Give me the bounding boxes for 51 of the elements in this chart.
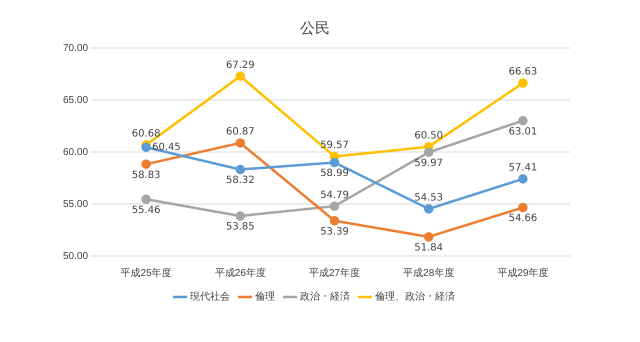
y-tick-label: 55.00 bbox=[62, 198, 88, 210]
y-tick-label: 65.00 bbox=[62, 94, 88, 106]
point bbox=[330, 158, 340, 168]
data-label: 54.53 bbox=[414, 192, 444, 204]
point bbox=[518, 174, 528, 184]
legend-label: 倫理 bbox=[255, 290, 275, 303]
data-label: 54.66 bbox=[508, 213, 538, 224]
data-label: 55.46 bbox=[132, 204, 160, 216]
data-label: 58.32 bbox=[226, 175, 255, 186]
data-label: 60.45 bbox=[152, 142, 181, 153]
point bbox=[236, 71, 246, 81]
point bbox=[518, 202, 528, 212]
data-label: 59.97 bbox=[414, 158, 444, 169]
point bbox=[330, 216, 340, 226]
x-tick-label: 平成27年度 bbox=[308, 266, 360, 279]
point bbox=[236, 138, 246, 148]
point bbox=[236, 164, 246, 174]
point bbox=[141, 159, 151, 169]
legend-label: 現代社会 bbox=[190, 290, 230, 303]
chart-title: 公民 bbox=[300, 18, 330, 37]
data-label: 58.99 bbox=[320, 168, 349, 180]
point bbox=[141, 142, 151, 152]
point bbox=[424, 148, 434, 158]
data-label: 60.68 bbox=[132, 128, 160, 140]
legend-label: 政治・経済 bbox=[300, 290, 350, 303]
point bbox=[330, 201, 340, 211]
data-label: 60.50 bbox=[414, 130, 444, 142]
data-label: 53.85 bbox=[226, 222, 255, 233]
x-tick-label: 平成28年度 bbox=[403, 266, 454, 279]
point bbox=[141, 194, 151, 204]
point bbox=[236, 211, 246, 221]
x-tick-label: 平成25年度 bbox=[120, 266, 172, 279]
data-label: 67.29 bbox=[226, 60, 255, 71]
point bbox=[518, 78, 528, 88]
point bbox=[424, 204, 434, 214]
data-label: 54.79 bbox=[320, 190, 349, 201]
x-tick-label: 平成29年度 bbox=[497, 266, 548, 279]
y-tick-label: 50.00 bbox=[62, 250, 88, 262]
data-label: 60.87 bbox=[226, 126, 255, 138]
data-label: 51.84 bbox=[414, 242, 444, 254]
data-label: 58.83 bbox=[132, 170, 160, 181]
point bbox=[424, 232, 434, 242]
data-label: 57.41 bbox=[508, 162, 538, 174]
point bbox=[518, 116, 528, 126]
data-label: 63.01 bbox=[508, 126, 538, 138]
legend-label: 倫理、政治・経済 bbox=[375, 290, 455, 303]
data-label: 53.39 bbox=[320, 226, 349, 238]
y-tick-label: 60.00 bbox=[62, 146, 88, 158]
x-tick-label: 平成26年度 bbox=[214, 266, 266, 279]
data-label: 66.63 bbox=[508, 66, 538, 78]
y-tick-label: 70.00 bbox=[62, 42, 88, 54]
